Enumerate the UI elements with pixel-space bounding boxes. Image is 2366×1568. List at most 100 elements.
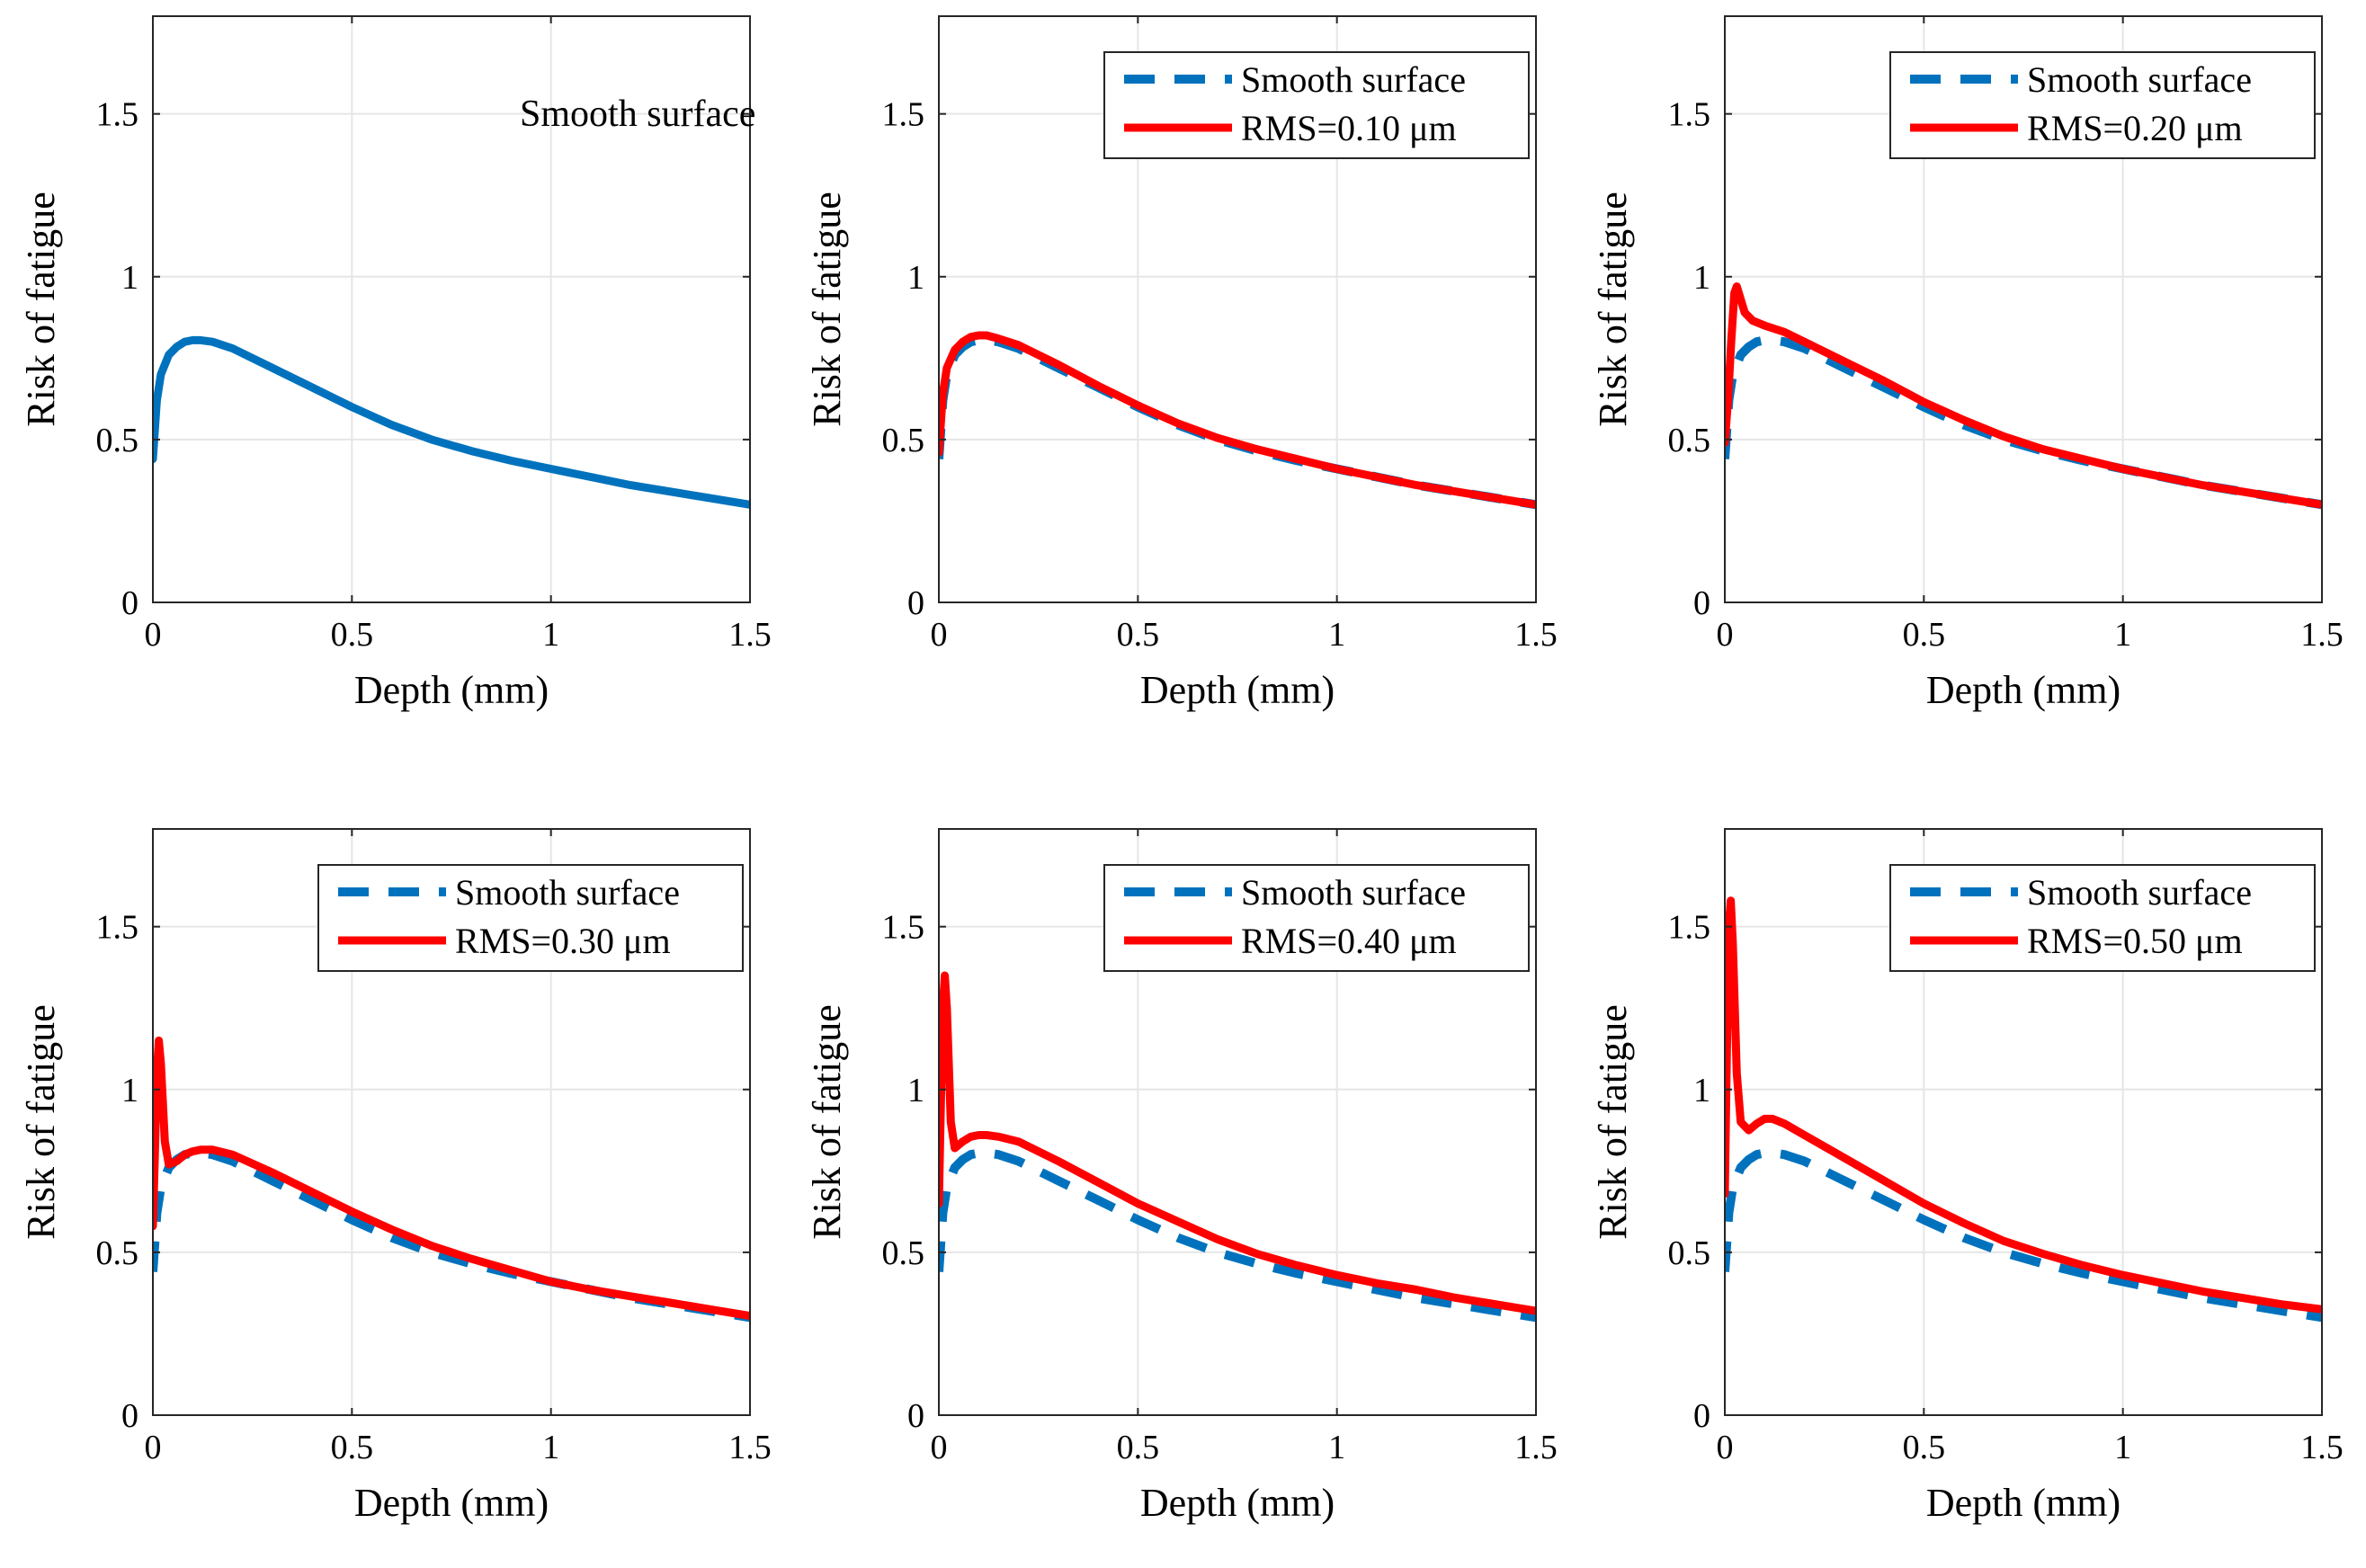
x-tick-label: 0 bbox=[1717, 1429, 1734, 1466]
x-tick-label: 1 bbox=[542, 1429, 559, 1466]
chart-panel-1: 0 0.5 1 1.5 0 0.5 1 1.5 Depth (mm) Risk of fatigu… bbox=[19, 15, 772, 712]
x-tick-label: 0.5 bbox=[331, 1429, 374, 1466]
y-tick-label: 0.5 bbox=[882, 422, 925, 459]
y-axis-label: Risk of fatigue bbox=[19, 1004, 63, 1240]
axes-box bbox=[1724, 828, 2323, 1416]
chart-panel-5: 0 0.5 1 1.5 0 0.5 1 1.5 Depth (mm) Risk of fatigu… bbox=[805, 828, 1558, 1525]
legend-box bbox=[317, 864, 744, 972]
y-tick-label: 1.5 bbox=[1668, 96, 1711, 134]
y-tick-label: 1.5 bbox=[1668, 909, 1711, 947]
x-tick-label: 1 bbox=[2114, 1429, 2131, 1466]
y-tick-label: 0.5 bbox=[1668, 1234, 1711, 1272]
x-tick-label: 0 bbox=[931, 1429, 948, 1466]
plot-annotation: Smooth surface bbox=[520, 94, 755, 135]
legend-label: Smooth surface bbox=[1241, 872, 1466, 913]
legend-box bbox=[1889, 51, 2316, 159]
y-tick-label: 1 bbox=[1693, 259, 1710, 297]
x-tick-label: 0 bbox=[145, 1429, 162, 1466]
y-axis-label: Risk of fatigue bbox=[805, 192, 849, 427]
x-tick-label: 1 bbox=[542, 616, 559, 654]
y-tick-label: 0 bbox=[1693, 1397, 1710, 1435]
x-axis-label: Depth (mm) bbox=[1926, 668, 2120, 712]
legend: Smooth surface RMS=0.50 μm bbox=[1889, 864, 2316, 972]
legend-box bbox=[1889, 864, 2316, 972]
legend-label: RMS=0.30 μm bbox=[455, 921, 671, 961]
legend-label: Smooth surface bbox=[2027, 872, 2252, 913]
axes-box bbox=[938, 828, 1537, 1416]
x-tick-label: 1 bbox=[1328, 616, 1345, 654]
legend: Smooth surface RMS=0.20 μm bbox=[1889, 51, 2316, 159]
y-axis-label: Risk of fatigue bbox=[1591, 1004, 1635, 1240]
x-tick-label: 1.5 bbox=[2300, 1429, 2344, 1466]
series-line-rms bbox=[153, 1036, 750, 1320]
legend-label: RMS=0.50 μm bbox=[2027, 921, 2243, 961]
legend-box bbox=[1103, 51, 1530, 159]
y-axis-label: Risk of fatigue bbox=[19, 192, 63, 427]
chart-panel-6: 0 0.5 1 1.5 0 0.5 1 1.5 Depth (mm) Risk of fatigu… bbox=[1591, 828, 2344, 1525]
series-line-rms bbox=[939, 331, 1536, 509]
y-tick-label: 0 bbox=[907, 584, 924, 622]
x-tick-label: 1.5 bbox=[1514, 1429, 1558, 1466]
y-axis-label: Risk of fatigue bbox=[1591, 192, 1635, 427]
legend-label: Smooth surface bbox=[455, 872, 680, 913]
x-tick-label: 1.5 bbox=[2300, 616, 2344, 654]
x-tick-label: 1 bbox=[2114, 616, 2131, 654]
chart-panel-2: 0 0.5 1 1.5 0 0.5 1 1.5 Depth (mm) Risk of fatigu… bbox=[805, 15, 1558, 712]
series-line-smooth-surface bbox=[1725, 1148, 2322, 1323]
x-axis-label: Depth (mm) bbox=[354, 668, 549, 712]
x-tick-label: 0.5 bbox=[1903, 1429, 1946, 1466]
y-tick-label: 1 bbox=[121, 259, 138, 297]
y-tick-label: 0 bbox=[121, 1397, 138, 1435]
series-line-rms bbox=[1725, 282, 2322, 509]
x-tick-label: 1.5 bbox=[728, 1429, 772, 1466]
x-tick-label: 0 bbox=[1717, 616, 1734, 654]
legend-label: RMS=0.20 μm bbox=[2027, 108, 2243, 148]
y-tick-label: 1 bbox=[121, 1072, 138, 1109]
y-tick-label: 1 bbox=[1693, 1072, 1710, 1109]
y-tick-label: 1 bbox=[907, 259, 924, 297]
y-tick-label: 1.5 bbox=[96, 909, 139, 947]
x-tick-label: 1 bbox=[1328, 1429, 1345, 1466]
x-tick-label: 1.5 bbox=[1514, 616, 1558, 654]
chart-panel-3: 0 0.5 1 1.5 0 0.5 1 1.5 Depth (mm) Risk of fatigu… bbox=[1591, 15, 2344, 712]
legend-label: RMS=0.10 μm bbox=[1241, 108, 1457, 148]
series-line-smooth-surface bbox=[153, 335, 750, 509]
axes-box bbox=[1724, 15, 2323, 603]
y-tick-label: 1.5 bbox=[96, 96, 139, 134]
x-tick-label: 0.5 bbox=[331, 616, 374, 654]
chart-panel-4: 0 0.5 1 1.5 0 0.5 1 1.5 Depth (mm) Risk of fatigu… bbox=[19, 828, 772, 1525]
x-axis-label: Depth (mm) bbox=[1140, 1481, 1335, 1525]
legend-box bbox=[1103, 864, 1530, 972]
legend: Smooth surface RMS=0.30 μm bbox=[317, 864, 744, 972]
x-tick-label: 0 bbox=[931, 616, 948, 654]
legend-label: Smooth surface bbox=[2027, 59, 2252, 100]
legend-label: Smooth surface bbox=[1241, 59, 1466, 100]
y-tick-label: 1.5 bbox=[882, 96, 925, 134]
series-line-rms bbox=[1725, 896, 2322, 1314]
x-axis-label: Depth (mm) bbox=[1140, 668, 1335, 712]
y-tick-label: 0 bbox=[907, 1397, 924, 1435]
x-tick-label: 1.5 bbox=[728, 616, 772, 654]
y-tick-label: 0 bbox=[1693, 584, 1710, 622]
x-tick-label: 0.5 bbox=[1117, 616, 1160, 654]
y-tick-label: 0 bbox=[121, 584, 138, 622]
x-tick-label: 0.5 bbox=[1903, 616, 1946, 654]
axes-box bbox=[152, 828, 751, 1416]
series-line-rms bbox=[939, 971, 1536, 1315]
x-axis-label: Depth (mm) bbox=[1926, 1481, 2120, 1525]
legend: Smooth surface RMS=0.10 μm bbox=[1103, 51, 1530, 159]
series-line-smooth-surface bbox=[939, 1148, 1536, 1323]
legend-label: RMS=0.40 μm bbox=[1241, 921, 1457, 961]
y-tick-label: 0.5 bbox=[1668, 422, 1711, 459]
x-axis-label: Depth (mm) bbox=[354, 1481, 549, 1525]
y-tick-label: 1.5 bbox=[882, 909, 925, 947]
y-tick-label: 1 bbox=[907, 1072, 924, 1109]
y-tick-label: 0.5 bbox=[96, 422, 139, 459]
axes-box bbox=[152, 15, 751, 603]
axes-box bbox=[938, 15, 1537, 603]
y-tick-label: 0.5 bbox=[96, 1234, 139, 1272]
y-axis-label: Risk of fatigue bbox=[805, 1004, 849, 1240]
y-tick-label: 0.5 bbox=[882, 1234, 925, 1272]
x-tick-label: 0.5 bbox=[1117, 1429, 1160, 1466]
